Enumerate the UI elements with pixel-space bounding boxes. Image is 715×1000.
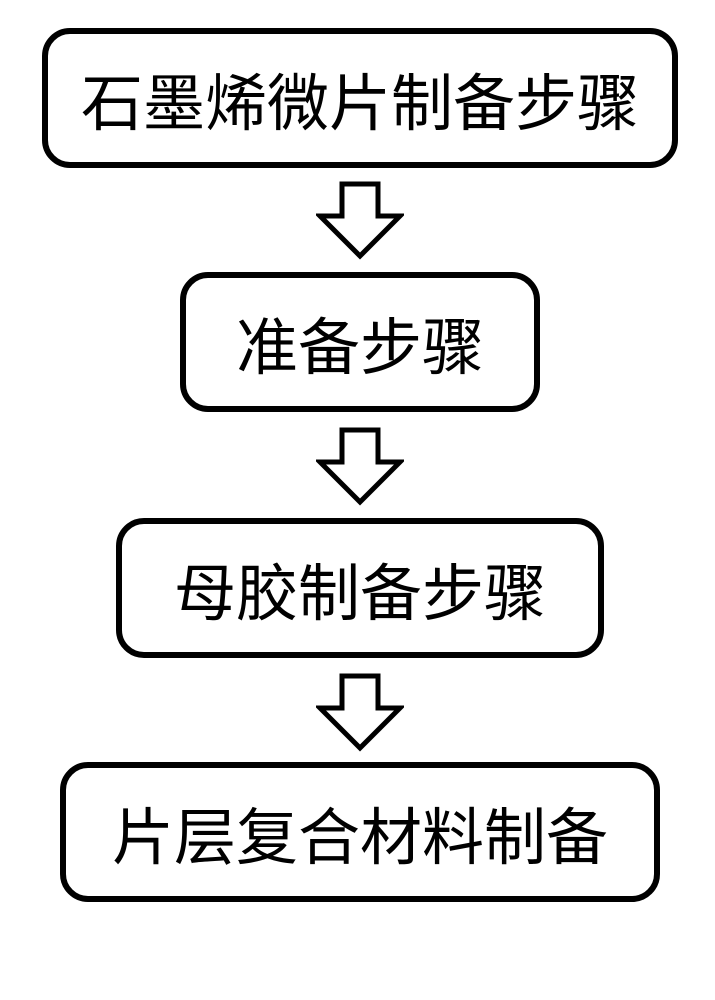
flow-step-1: 石墨烯微片制备步骤 — [42, 28, 678, 168]
flowchart-container: 石墨烯微片制备步骤 准备步骤 母胶制备步骤 片层复合材料制备 — [0, 0, 715, 1000]
flow-step-4: 片层复合材料制备 — [60, 762, 660, 902]
flow-step-2-label: 准备步骤 — [236, 297, 484, 387]
arrow-3 — [316, 672, 404, 752]
flow-step-4-label: 片层复合材料制备 — [112, 787, 608, 877]
flow-step-2: 准备步骤 — [180, 272, 540, 412]
flow-step-1-label: 石墨烯微片制备步骤 — [81, 53, 639, 143]
arrow-1 — [316, 180, 404, 260]
flow-step-3-label: 母胶制备步骤 — [174, 543, 546, 633]
arrow-2 — [316, 426, 404, 506]
flow-step-3: 母胶制备步骤 — [116, 518, 604, 658]
